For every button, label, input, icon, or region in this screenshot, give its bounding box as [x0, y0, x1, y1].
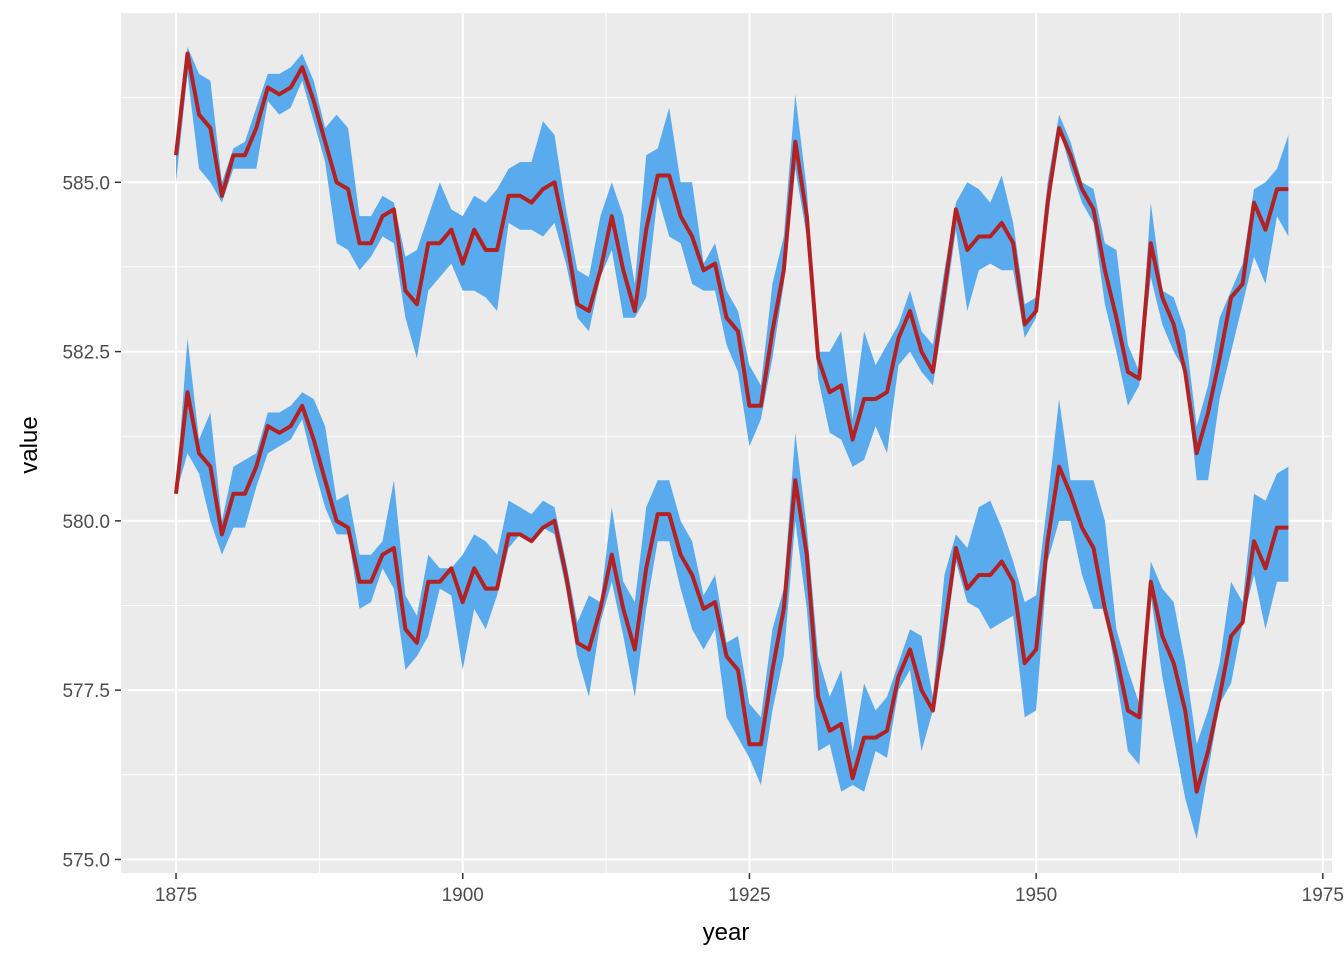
y-axis-title: value [16, 416, 43, 473]
y-tick-label: 577.5 [62, 681, 110, 702]
y-tick-label: 582.5 [62, 343, 110, 364]
grid-major [121, 13, 1332, 873]
x-tick-label: 1875 [155, 885, 197, 906]
x-axis-title: year [703, 919, 750, 946]
x-tick-label: 1975 [1302, 885, 1344, 906]
x-tick-label: 1900 [442, 885, 484, 906]
y-tick-label: 585.0 [62, 173, 110, 194]
series-lines [174, 51, 1289, 794]
axis-ticks [115, 181, 1324, 879]
line-series-2 [174, 390, 1289, 794]
y-tick-label: 575.0 [62, 850, 110, 871]
plot-panel [121, 13, 1332, 873]
line-series-1 [174, 51, 1289, 456]
axis-tick-labels: 1875 1900 1925 1950 1975 575.0 577.5 580.0 582.5… [62, 173, 1344, 906]
y-tick-label: 580.0 [62, 512, 110, 533]
x-tick-label: 1925 [728, 885, 770, 906]
x-tick-label: 1950 [1015, 885, 1057, 906]
